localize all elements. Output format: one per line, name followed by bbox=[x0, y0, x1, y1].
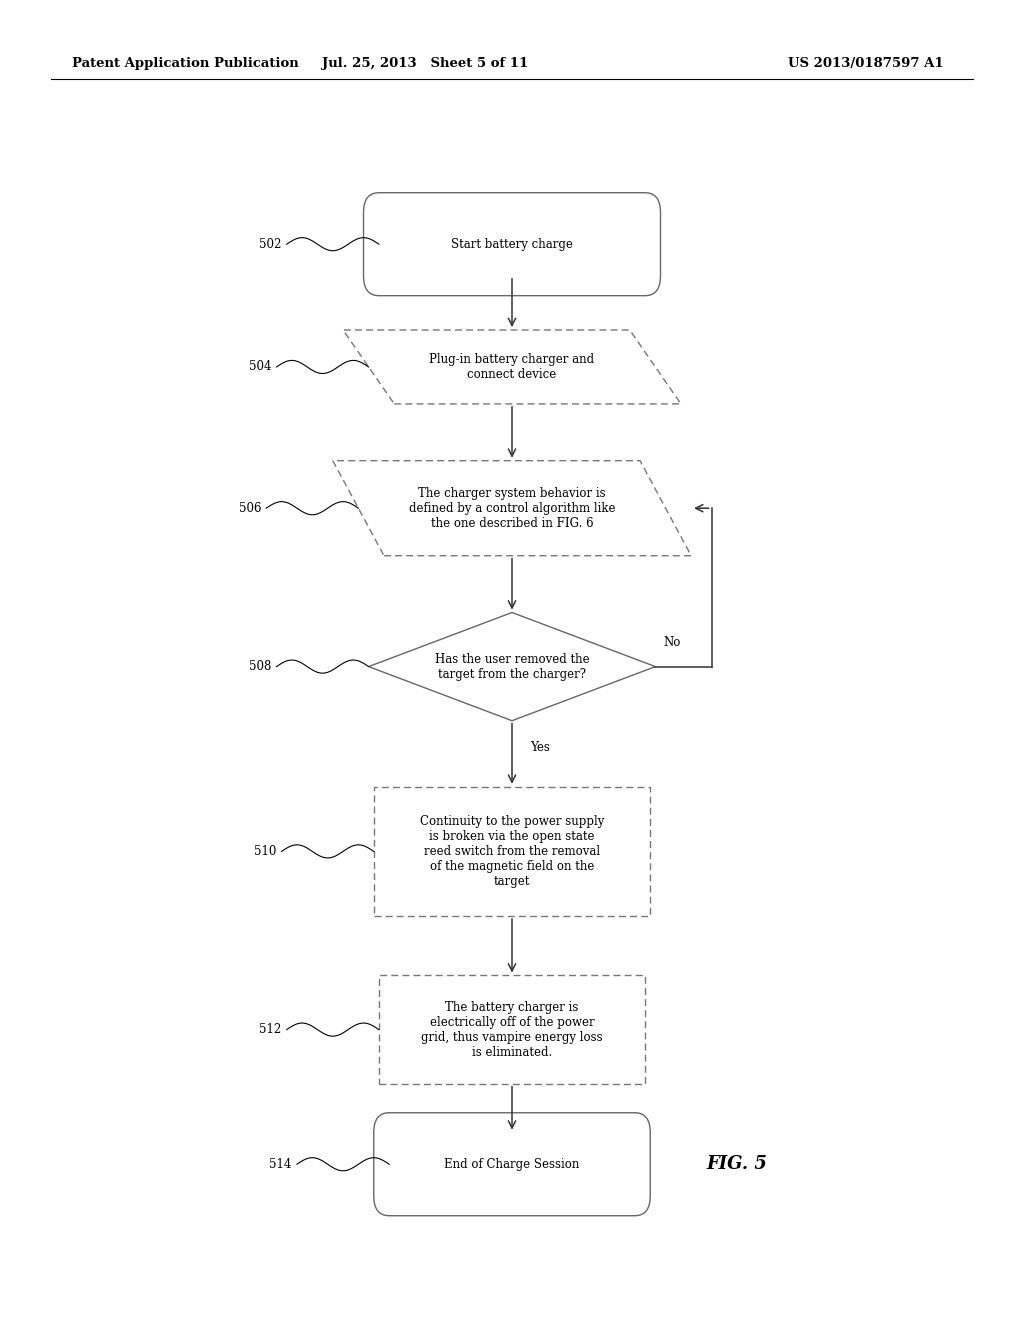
Text: 502: 502 bbox=[259, 238, 282, 251]
Text: No: No bbox=[664, 636, 681, 649]
Text: US 2013/0187597 A1: US 2013/0187597 A1 bbox=[788, 57, 944, 70]
Text: 512: 512 bbox=[259, 1023, 282, 1036]
Text: 504: 504 bbox=[249, 360, 271, 374]
Bar bbox=[379, 975, 645, 1084]
Text: Has the user removed the
target from the charger?: Has the user removed the target from the… bbox=[434, 652, 590, 681]
Text: 510: 510 bbox=[254, 845, 276, 858]
FancyBboxPatch shape bbox=[364, 193, 660, 296]
Text: Continuity to the power supply
is broken via the open state
reed switch from the: Continuity to the power supply is broken… bbox=[420, 814, 604, 888]
Text: Patent Application Publication: Patent Application Publication bbox=[72, 57, 298, 70]
Text: Plug-in battery charger and
connect device: Plug-in battery charger and connect devi… bbox=[429, 352, 595, 381]
Polygon shape bbox=[333, 461, 691, 556]
FancyBboxPatch shape bbox=[374, 1113, 650, 1216]
Text: End of Charge Session: End of Charge Session bbox=[444, 1158, 580, 1171]
Text: FIG. 5: FIG. 5 bbox=[707, 1155, 768, 1173]
Text: Yes: Yes bbox=[530, 741, 550, 754]
Text: The battery charger is
electrically off of the power
grid, thus vampire energy l: The battery charger is electrically off … bbox=[421, 1001, 603, 1059]
Text: 506: 506 bbox=[239, 502, 261, 515]
Text: The charger system behavior is
defined by a control algorithm like
the one descr: The charger system behavior is defined b… bbox=[409, 487, 615, 529]
Bar bbox=[374, 787, 650, 916]
Text: 514: 514 bbox=[269, 1158, 292, 1171]
Text: Jul. 25, 2013   Sheet 5 of 11: Jul. 25, 2013 Sheet 5 of 11 bbox=[322, 57, 528, 70]
Polygon shape bbox=[343, 330, 681, 404]
Text: Start battery charge: Start battery charge bbox=[451, 238, 573, 251]
Text: 508: 508 bbox=[249, 660, 271, 673]
Polygon shape bbox=[369, 612, 655, 721]
